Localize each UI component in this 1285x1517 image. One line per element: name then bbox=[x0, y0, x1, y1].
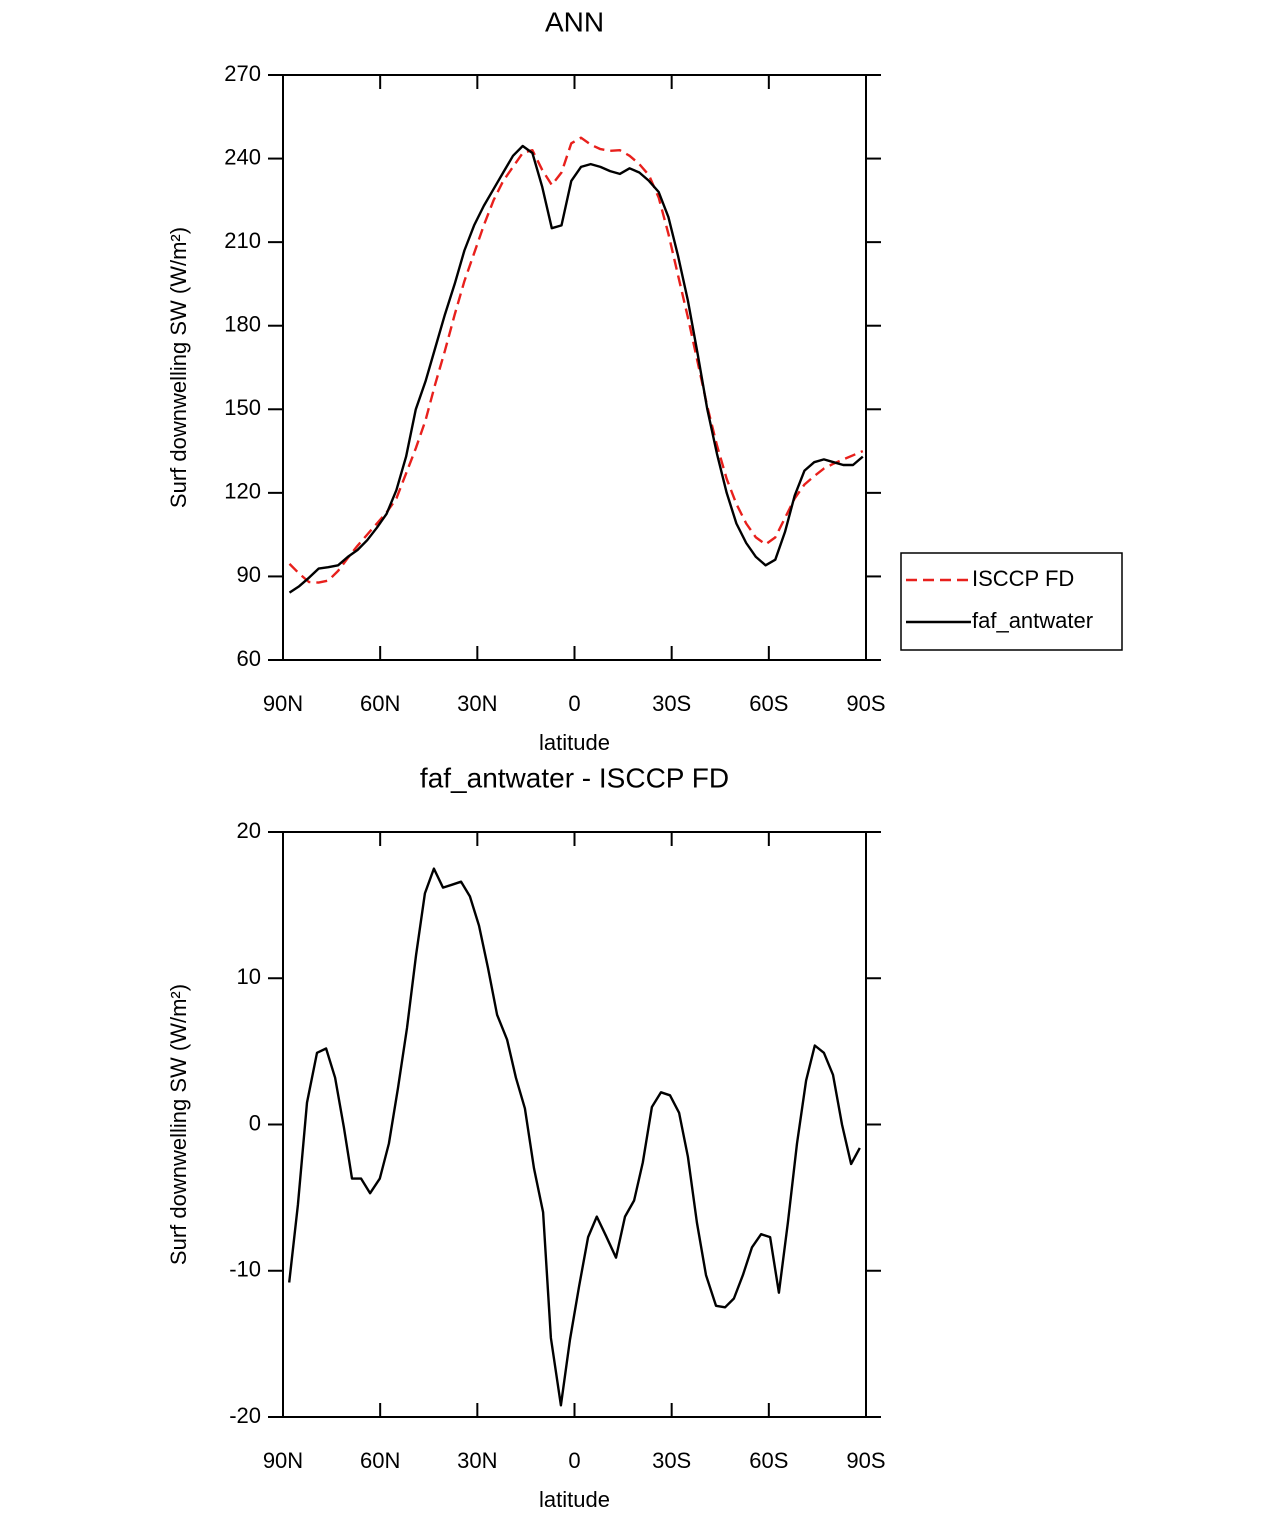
x-tick-label: 60S bbox=[749, 691, 788, 716]
x-tick-label: 60S bbox=[749, 1448, 788, 1473]
data-line bbox=[288, 867, 861, 1407]
x-tick-label: 90N bbox=[263, 691, 303, 716]
y-tick-label: 120 bbox=[224, 479, 261, 504]
x-tick-label: 60N bbox=[360, 691, 400, 716]
y-axis-label: Surf downwelling SW (W/m²) bbox=[166, 984, 191, 1265]
x-tick-label: 90N bbox=[263, 1448, 303, 1473]
legend-label: faf_antwater bbox=[972, 608, 1093, 633]
y-tick-label: 180 bbox=[224, 312, 261, 337]
x-tick-label: 60N bbox=[360, 1448, 400, 1473]
y-tick-label: -10 bbox=[229, 1257, 261, 1282]
y-tick-label: 240 bbox=[224, 144, 261, 169]
y-tick-label: 90 bbox=[237, 562, 261, 587]
x-tick-label: 30S bbox=[652, 1448, 691, 1473]
legend-box bbox=[900, 552, 1123, 651]
y-tick-label: 270 bbox=[224, 61, 261, 86]
x-tick-label: 90S bbox=[846, 691, 885, 716]
y-tick-label: 150 bbox=[224, 395, 261, 420]
x-axis-label: latitude bbox=[539, 1487, 610, 1512]
data-line bbox=[288, 136, 864, 584]
y-tick-label: -20 bbox=[229, 1403, 261, 1428]
chart-title: faf_antwater - ISCCP FD bbox=[420, 762, 729, 793]
plot-frame bbox=[282, 74, 867, 661]
legend-label: ISCCP FD bbox=[972, 566, 1074, 591]
chart-title: ANN bbox=[545, 6, 604, 37]
x-tick-label: 90S bbox=[846, 1448, 885, 1473]
y-tick-label: 0 bbox=[249, 1110, 261, 1135]
plot-frame bbox=[282, 831, 867, 1418]
y-axis-label: Surf downwelling SW (W/m²) bbox=[166, 227, 191, 508]
y-tick-label: 60 bbox=[237, 646, 261, 671]
x-tick-label: 0 bbox=[568, 691, 580, 716]
x-axis-label: latitude bbox=[539, 730, 610, 755]
x-tick-label: 30S bbox=[652, 691, 691, 716]
y-tick-label: 20 bbox=[237, 818, 261, 843]
y-tick-label: 10 bbox=[237, 964, 261, 989]
y-tick-label: 210 bbox=[224, 228, 261, 253]
x-tick-label: 30N bbox=[457, 1448, 497, 1473]
x-tick-label: 30N bbox=[457, 691, 497, 716]
data-line bbox=[288, 144, 864, 594]
x-tick-label: 0 bbox=[568, 1448, 580, 1473]
